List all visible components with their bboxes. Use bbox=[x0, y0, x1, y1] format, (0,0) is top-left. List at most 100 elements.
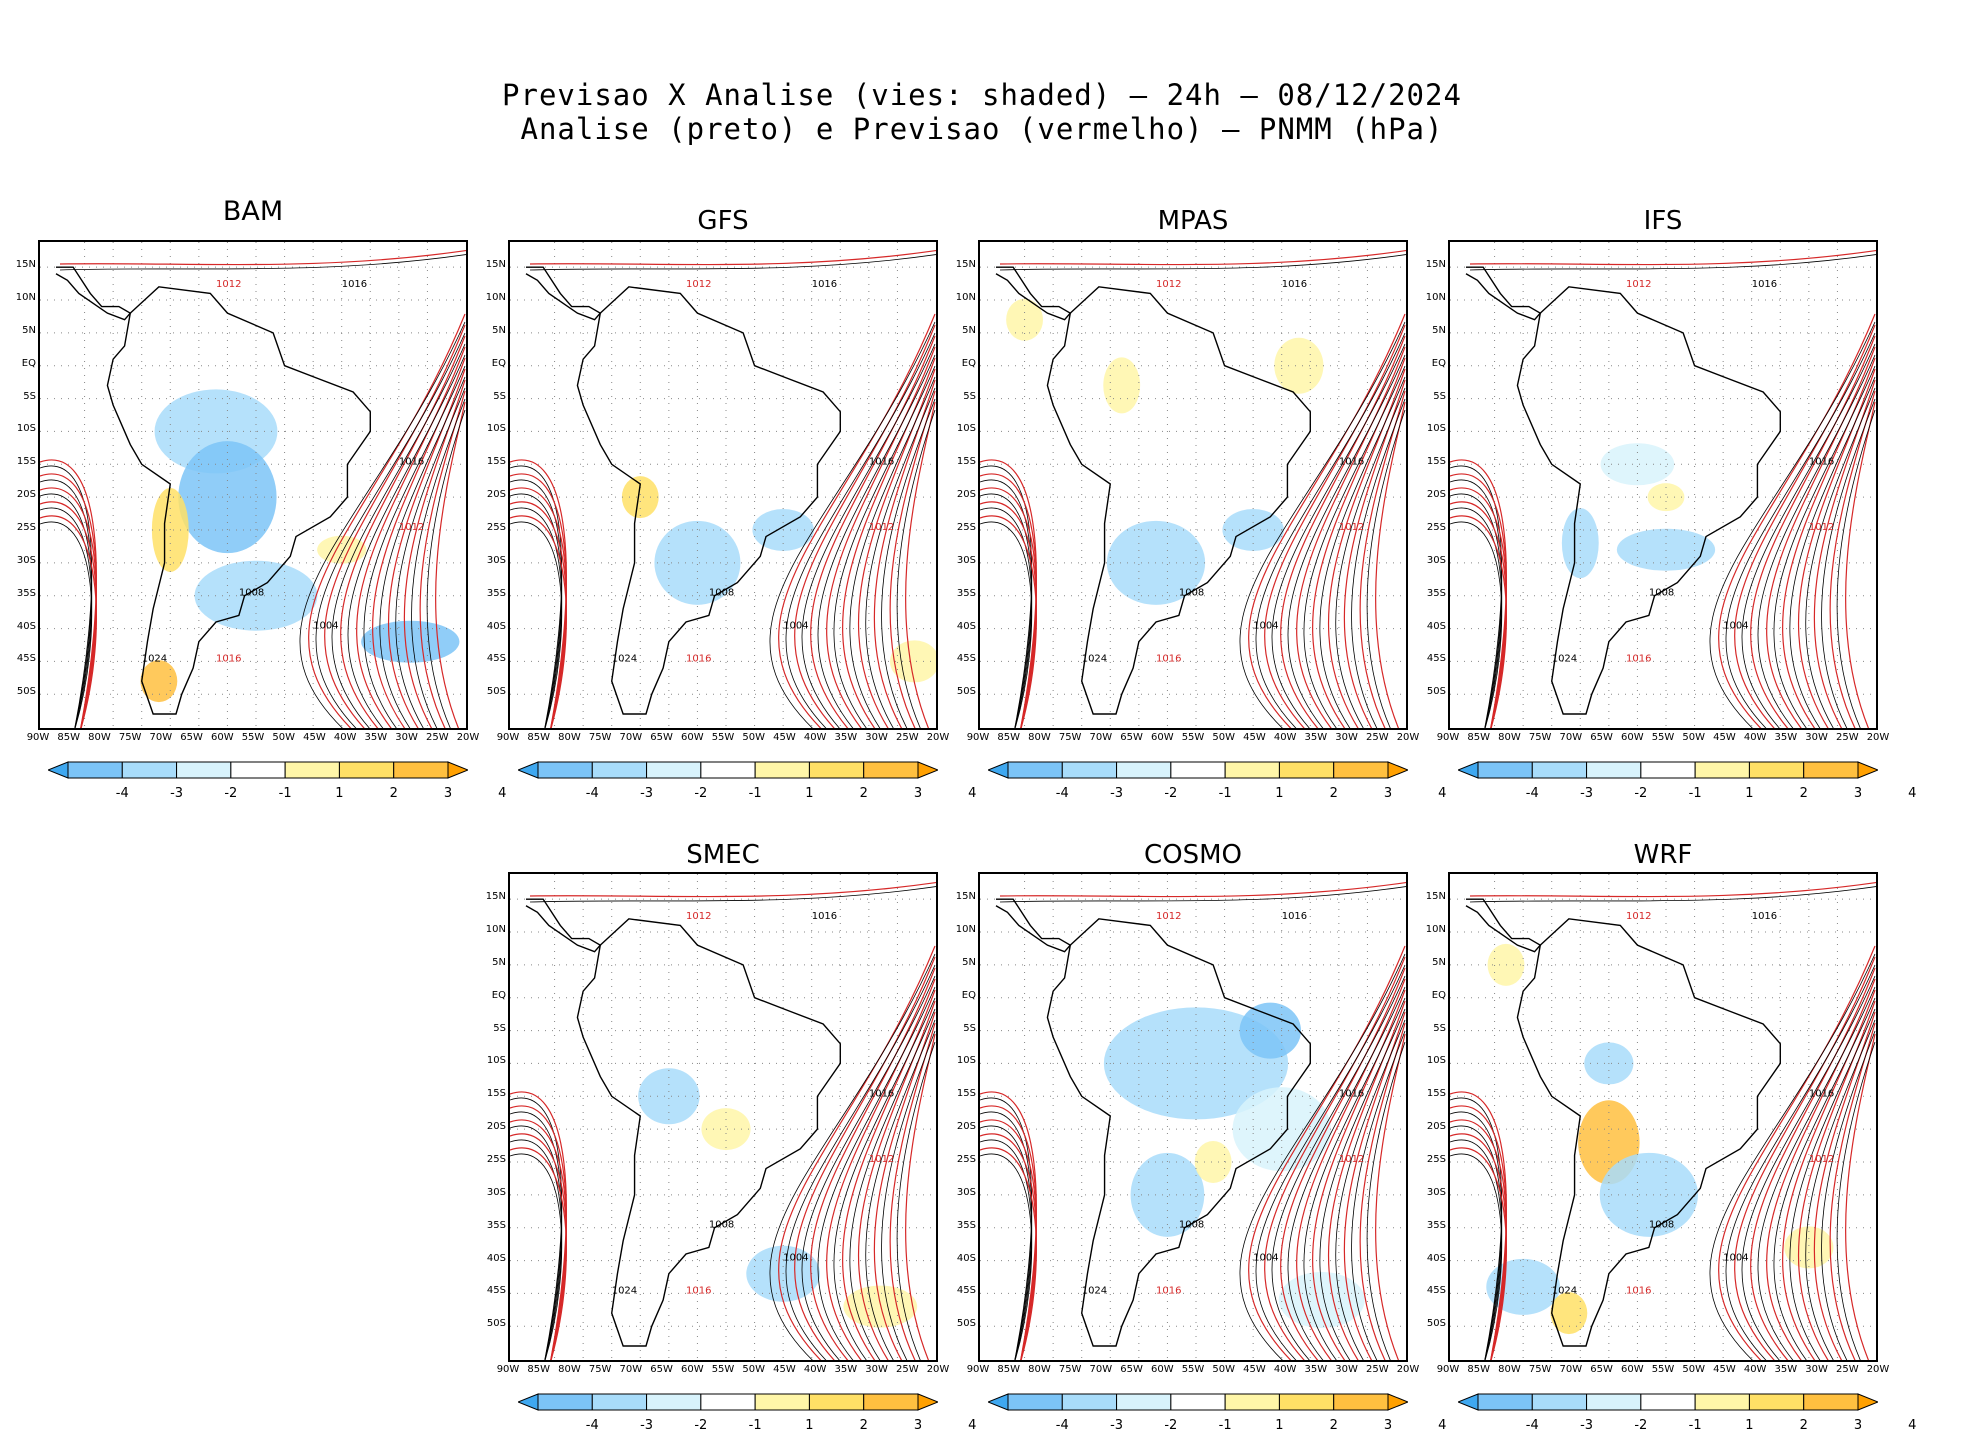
analysis-isobar bbox=[1287, 986, 1406, 1360]
forecast-isobar bbox=[1750, 967, 1876, 1360]
forecast-isobar bbox=[980, 1105, 1037, 1360]
colorbar-segment bbox=[1586, 761, 1642, 779]
colorbar-arrow-left bbox=[1456, 761, 1479, 779]
isobar-label: 1016 bbox=[1282, 279, 1307, 290]
isobar-label: 1016 bbox=[342, 279, 367, 290]
lat-label: EQ bbox=[1431, 357, 1446, 369]
map-svg: 1012 1016 1008 1004 1024 1016 1012 1016 bbox=[1450, 242, 1876, 728]
isobar-label: 1024 bbox=[612, 653, 637, 664]
analysis-isobar bbox=[1757, 986, 1876, 1360]
lon-label: 55W bbox=[1651, 1364, 1675, 1375]
lon-label: 75W bbox=[588, 732, 612, 743]
colorbar-label: -4 bbox=[585, 786, 599, 801]
forecast-isobar bbox=[1450, 1133, 1507, 1360]
forecast-isobar bbox=[1450, 515, 1507, 728]
analysis-isobar bbox=[999, 254, 1406, 271]
lon-label: 60W bbox=[210, 732, 234, 743]
analysis-isobar bbox=[1709, 953, 1876, 1360]
isobar-label: 1016 bbox=[1752, 911, 1777, 922]
forecast-isobar bbox=[778, 945, 936, 1360]
isobar-label: 1012 bbox=[869, 1154, 894, 1165]
colorbar-segment bbox=[176, 761, 232, 779]
colorbar-label: -2 bbox=[1634, 1418, 1648, 1433]
lon-label: 90W bbox=[1436, 732, 1460, 743]
analysis-isobar bbox=[769, 953, 936, 1360]
lat-label: 50S bbox=[956, 686, 976, 698]
colorbar-label: 2 bbox=[1799, 786, 1808, 801]
colorbar-segment bbox=[808, 1393, 865, 1411]
forecast-isobar bbox=[1469, 881, 1876, 898]
isobar-label: 1024 bbox=[1552, 1285, 1577, 1296]
colorbar-segment bbox=[1640, 761, 1696, 779]
lon-label: 25W bbox=[425, 732, 449, 743]
lat-label: 45S bbox=[956, 653, 976, 665]
lon-label: 45W bbox=[773, 732, 796, 743]
lat-label: 30S bbox=[486, 1186, 506, 1198]
analysis-isobar bbox=[817, 354, 936, 728]
lon-label: 55W bbox=[711, 732, 735, 743]
forecast-isobar bbox=[510, 501, 567, 728]
forecast-isobar bbox=[1450, 1119, 1507, 1360]
analysis-isobar bbox=[395, 387, 466, 728]
lon-label: 70W bbox=[619, 1364, 643, 1375]
lat-label: 35S bbox=[956, 587, 976, 599]
colorbar-segment bbox=[1170, 1393, 1226, 1411]
colorbar-label: -3 bbox=[1580, 1418, 1594, 1433]
forecast-isobar bbox=[1264, 324, 1406, 728]
colorbar-label: -1 bbox=[1218, 786, 1232, 801]
colorbar-label: 2 bbox=[1329, 1418, 1338, 1433]
colorbar-segment bbox=[1007, 1393, 1063, 1411]
analysis-isobar bbox=[1741, 975, 1876, 1360]
forecast-isobar bbox=[1280, 335, 1406, 728]
colorbar-arrow-left bbox=[46, 761, 69, 779]
colorbar-segment bbox=[1803, 1393, 1859, 1411]
bias-shading bbox=[178, 441, 277, 554]
forecast-isobar bbox=[1450, 487, 1507, 728]
analysis-isobar bbox=[299, 321, 466, 728]
lon-label: 25W bbox=[1365, 1364, 1389, 1375]
lon-label: 60W bbox=[680, 732, 704, 743]
analysis-isobar bbox=[510, 1139, 563, 1360]
lat-label: 30S bbox=[956, 1186, 976, 1198]
map-svg: 1012 1016 1008 1004 1024 1016 1012 1016 bbox=[40, 242, 466, 728]
lon-label: 90W bbox=[496, 732, 520, 743]
colorbar: -4 -3 -2 -1 1 2 3 4 bbox=[1456, 760, 1916, 801]
lon-label: 90W bbox=[1436, 1364, 1460, 1375]
lat-label: 15S bbox=[956, 1088, 976, 1100]
colorbar-segment bbox=[1748, 761, 1805, 779]
colorbar-label: -2 bbox=[694, 1418, 708, 1433]
colorbar-label: 4 bbox=[968, 1418, 977, 1433]
map-svg: 1012 1016 1008 1004 1024 1016 1012 1016 bbox=[1450, 874, 1876, 1360]
colorbar-label: -1 bbox=[748, 1418, 762, 1433]
analysis-isobar bbox=[896, 1041, 936, 1360]
colorbar-arrow-right bbox=[1857, 1393, 1880, 1411]
colorbar-segment bbox=[808, 761, 865, 779]
lon-label: 30W bbox=[1335, 732, 1358, 743]
forecast-isobar bbox=[1375, 1033, 1406, 1360]
analysis-isobar bbox=[40, 507, 93, 728]
central-america-coastline bbox=[1465, 898, 1542, 953]
map-svg: 1012 1016 1008 1004 1024 1016 1012 1016 bbox=[510, 242, 936, 728]
forecast-isobar bbox=[435, 401, 466, 728]
lon-label: 80W bbox=[1498, 1364, 1521, 1375]
lat-label: 10N bbox=[955, 292, 976, 303]
isobar-label: 1024 bbox=[1082, 1285, 1107, 1296]
lat-label: 5N bbox=[962, 956, 976, 968]
colorbar-segment bbox=[338, 761, 395, 779]
colorbar-segment bbox=[1007, 761, 1063, 779]
analysis-isobar bbox=[1805, 387, 1876, 728]
analysis-isobar bbox=[1319, 376, 1406, 728]
forecast-isobar bbox=[1264, 956, 1406, 1360]
colorbar-segment bbox=[700, 761, 756, 779]
colorbar-label: 1 bbox=[1275, 786, 1284, 801]
lon-label: 90W bbox=[966, 1364, 990, 1375]
colorbar-segment bbox=[1477, 1393, 1533, 1411]
colorbar-label: -3 bbox=[1580, 786, 1594, 801]
analysis-isobar bbox=[1789, 1008, 1876, 1360]
colorbar: -4 -3 -2 -1 1 2 3 4 bbox=[986, 1392, 1446, 1433]
isobar-label: 1016 bbox=[812, 279, 837, 290]
lat-label: 20S bbox=[486, 1121, 506, 1133]
lat-label: 10S bbox=[1426, 423, 1446, 435]
isobar-label: 1012 bbox=[1809, 522, 1834, 533]
colorbar-segment bbox=[1694, 761, 1750, 779]
